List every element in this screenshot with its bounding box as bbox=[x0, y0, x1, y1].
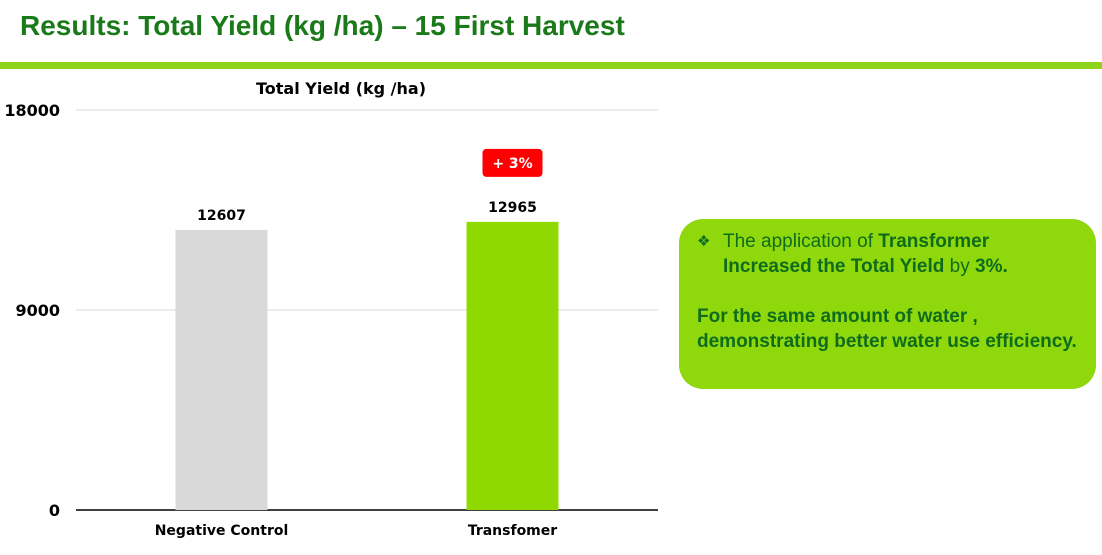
callout-note: For the same amount of water , demonstra… bbox=[697, 306, 1077, 352]
chart-title: Total Yield (kg /ha) bbox=[256, 79, 426, 98]
bar-transfomer bbox=[466, 221, 559, 510]
callout-text-2: Transformer Increased the Total Yield bbox=[723, 231, 990, 277]
title-accent-rule bbox=[0, 62, 1102, 69]
y-tick-label: 0 bbox=[49, 501, 60, 520]
insight-callout: ❖ The application of Transformer Increas… bbox=[679, 219, 1096, 389]
diamond-bullet-icon: ❖ bbox=[697, 233, 711, 250]
increase-badge bbox=[482, 148, 543, 177]
callout-main-text: The application of Transformer Increased… bbox=[723, 229, 1078, 279]
bar-negative-control bbox=[175, 229, 268, 510]
bar-chart: Total Yield (kg /ha) 0 9000 18000 12607 Nega… bbox=[4, 79, 658, 539]
data-label: 12607 bbox=[197, 208, 246, 224]
x-tick-label: Transfomer bbox=[468, 523, 557, 539]
data-label: 12965 bbox=[488, 200, 537, 216]
callout-text-4: 3%. bbox=[975, 256, 1008, 277]
callout-text-1: The application of bbox=[723, 231, 879, 252]
callout-text-3: by bbox=[944, 256, 976, 277]
x-tick-label: Negative Control bbox=[155, 523, 289, 539]
y-tick-label: 9000 bbox=[15, 301, 60, 320]
slide-title: Results: Total Yield (kg /ha) – 15 First… bbox=[20, 10, 625, 41]
callout-bullet: ❖ The application of Transformer Increas… bbox=[697, 229, 1078, 279]
y-tick-label: 18000 bbox=[4, 101, 60, 120]
increase-badge-label: + 3% bbox=[492, 156, 532, 172]
